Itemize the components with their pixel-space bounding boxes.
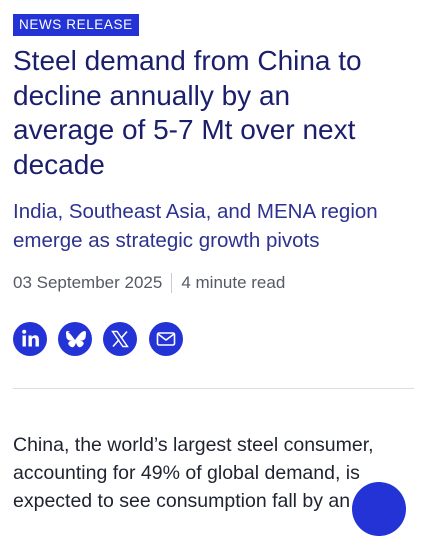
x-button[interactable] <box>103 322 137 356</box>
linkedin-button[interactable] <box>13 322 47 356</box>
floating-button[interactable] <box>352 482 406 536</box>
headline-line: decline annually by an <box>13 79 291 111</box>
headline-line: Steel demand from China to <box>13 45 362 76</box>
headline-line: decade <box>13 148 105 180</box>
headline: Steel demand from China to decline annua… <box>13 44 413 182</box>
bluesky-button[interactable] <box>58 322 92 356</box>
separator <box>171 273 173 293</box>
read-time: 4 minute read <box>181 273 286 292</box>
divider <box>13 388 414 389</box>
page: {"header": {"badge": "NEWS RELEASE", "ti… <box>13 14 414 536</box>
badge: NEWS RELEASE <box>13 14 139 36</box>
body-line: China, the world’s largest steel consume… <box>13 434 374 456</box>
headline-line: average of 5-7 Mt over next <box>13 114 356 145</box>
share-icons <box>13 322 183 356</box>
subtitle-line: India, Southeast Asia, and MENA region <box>13 200 378 223</box>
body-line: accounting for 49% of global demand, is <box>13 462 360 484</box>
body-line: expected to see consumption fall by an <box>13 490 351 512</box>
article-body: China, the world’s largest steel consume… <box>13 431 374 515</box>
subtitle-line: emerge as strategic growth pivots <box>13 229 320 252</box>
date: 03 September 2025 <box>13 273 163 292</box>
email-button[interactable] <box>149 322 183 356</box>
meta: 03 September 2025 4 minute read <box>13 272 285 294</box>
subtitle: India, Southeast Asia, and MENA region e… <box>13 197 378 255</box>
